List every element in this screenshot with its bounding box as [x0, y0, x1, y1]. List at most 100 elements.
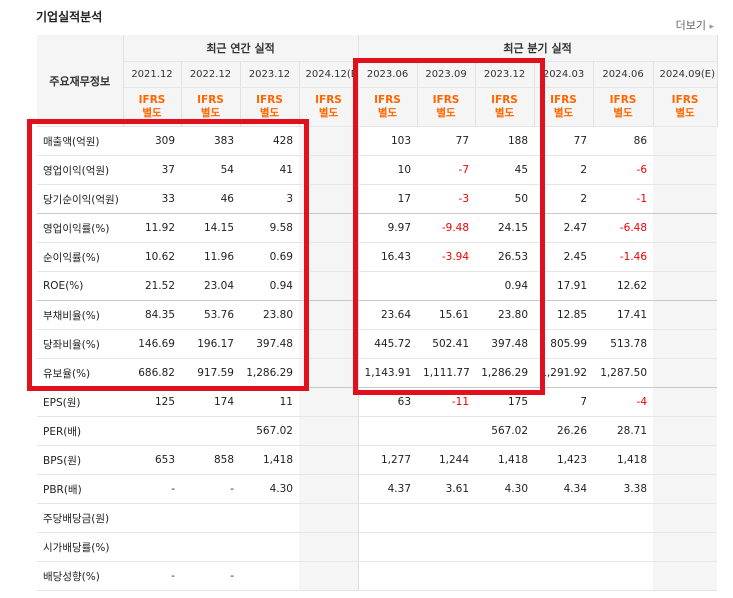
ifrs-badge: IFRS 별도	[299, 87, 359, 127]
table-cell	[240, 561, 299, 591]
table-cell: 37	[123, 155, 181, 185]
ifrs-line1: IFRS	[256, 94, 283, 106]
row-label: ROE(%)	[37, 271, 123, 301]
ifrs-line1: IFRS	[432, 94, 460, 106]
table-row: EPS(원) 125 174 11 63 -11 175 7 -4	[37, 387, 718, 417]
table-cell: 63	[358, 387, 418, 417]
table-cell	[653, 416, 718, 446]
row-label: 영업이익률(%)	[37, 213, 123, 243]
ifrs-line1: IFRS	[550, 94, 577, 106]
table-cell: 188	[475, 126, 535, 156]
table-cell	[299, 242, 359, 272]
table-cell	[653, 474, 718, 504]
table-cell: 4.30	[240, 474, 299, 504]
table-cell: 86	[593, 126, 654, 156]
table-cell: 103	[358, 126, 418, 156]
table-cell: 0.94	[240, 271, 299, 301]
table-cell	[299, 387, 359, 417]
table-row: PER(배) 567.02 567.02 26.26 28.71	[37, 416, 718, 446]
period-header: 2023.12	[475, 61, 535, 88]
table-cell: 1,111.77	[417, 358, 476, 388]
table-cell: 686.82	[123, 358, 181, 388]
table-cell: 567.02	[475, 416, 535, 446]
period-header: 2024.09(E)	[653, 61, 718, 88]
table-cell	[534, 532, 594, 562]
table-cell: 23.80	[475, 300, 535, 330]
table-cell: 9.97	[358, 213, 418, 243]
section-title: 기업실적분석	[36, 10, 103, 24]
table-cell	[417, 503, 476, 533]
table-cell: 445.72	[358, 329, 418, 359]
table-cell: 16.43	[358, 242, 418, 272]
table-cell	[299, 532, 359, 562]
table-cell: 23.04	[181, 271, 240, 301]
table-cell	[534, 561, 594, 591]
more-link[interactable]: 더보기 ▸	[676, 17, 714, 33]
table-cell: 12.62	[593, 271, 654, 301]
ifrs-line2: 별도	[200, 107, 221, 119]
table-cell: 77	[417, 126, 476, 156]
table-cell: -3.94	[417, 242, 476, 272]
table-cell	[475, 532, 535, 562]
table-cell: -3	[417, 184, 476, 214]
ifrs-line2: 별도	[318, 107, 339, 119]
period-header: 2023.06	[358, 61, 418, 88]
table-cell: 26.53	[475, 242, 535, 272]
table-row: 영업이익률(%) 11.92 14.15 9.58 9.97 -9.48 24.15 2.47…	[37, 213, 718, 243]
table-cell	[653, 532, 718, 562]
table-cell: 54	[181, 155, 240, 185]
table-cell: 7	[534, 387, 594, 417]
table-cell: 1,418	[240, 445, 299, 475]
table-cell	[123, 416, 181, 446]
period-header: 2023.09	[417, 61, 476, 88]
table-cell	[299, 329, 359, 359]
group-quarterly: 최근 분기 실적	[358, 35, 718, 62]
table-row: 부채비율(%) 84.35 53.76 23.80 23.64 15.61 23.80 12.…	[37, 300, 718, 330]
ifrs-badge: IFRS 별도	[417, 87, 476, 127]
table-cell: 0.94	[475, 271, 535, 301]
table-cell: 397.48	[475, 329, 535, 359]
row-label: 순이익률(%)	[37, 242, 123, 272]
ifrs-badge: IFRS 별도	[181, 87, 241, 127]
table-cell: 11.92	[123, 213, 181, 243]
table-cell: 15.61	[417, 300, 476, 330]
table-row: 주당배당금(원)	[37, 503, 718, 533]
more-link-label: 더보기	[675, 19, 706, 32]
table-cell: -	[181, 561, 240, 591]
table-cell	[653, 358, 718, 388]
table-cell: -	[123, 474, 181, 504]
table-cell: -9.48	[417, 213, 476, 243]
table-row: 매출액(억원) 309 383 428 103 77 188 77 86	[37, 126, 718, 156]
ifrs-line1: IFRS	[197, 94, 224, 106]
table-cell	[181, 532, 240, 562]
table-row: 순이익률(%) 10.62 11.96 0.69 16.43 -3.94 26.53 2.45…	[37, 242, 718, 272]
ifrs-badge: IFRS 별도	[653, 87, 718, 127]
table-cell: 383	[181, 126, 240, 156]
table-cell	[299, 358, 359, 388]
row-label: EPS(원)	[37, 387, 123, 417]
table-cell: 125	[123, 387, 181, 417]
ifrs-badge: IFRS 별도	[240, 87, 300, 127]
table-cell	[593, 561, 654, 591]
ifrs-badge: IFRS 별도	[358, 87, 418, 127]
ifrs-line1: IFRS	[315, 94, 342, 106]
table-cell: -6	[593, 155, 654, 185]
ifrs-line1: IFRS	[671, 94, 699, 106]
table-cell: 4.37	[358, 474, 418, 504]
table-cell: 41	[240, 155, 299, 185]
table-cell: 428	[240, 126, 299, 156]
row-label: 시가배당률(%)	[37, 532, 123, 562]
table-cell: 77	[534, 126, 594, 156]
table-cell	[653, 184, 718, 214]
table-cell	[299, 184, 359, 214]
ifrs-badge: IFRS 별도	[123, 87, 182, 127]
table-cell	[240, 532, 299, 562]
table-cell: 513.78	[593, 329, 654, 359]
ifrs-line2: 별도	[553, 107, 574, 119]
table-cell	[299, 155, 359, 185]
table-cell	[653, 329, 718, 359]
table-cell: -7	[417, 155, 476, 185]
table-cell: -4	[593, 387, 654, 417]
ifrs-badge: IFRS 별도	[593, 87, 654, 127]
ifrs-line2: 별도	[377, 107, 398, 119]
